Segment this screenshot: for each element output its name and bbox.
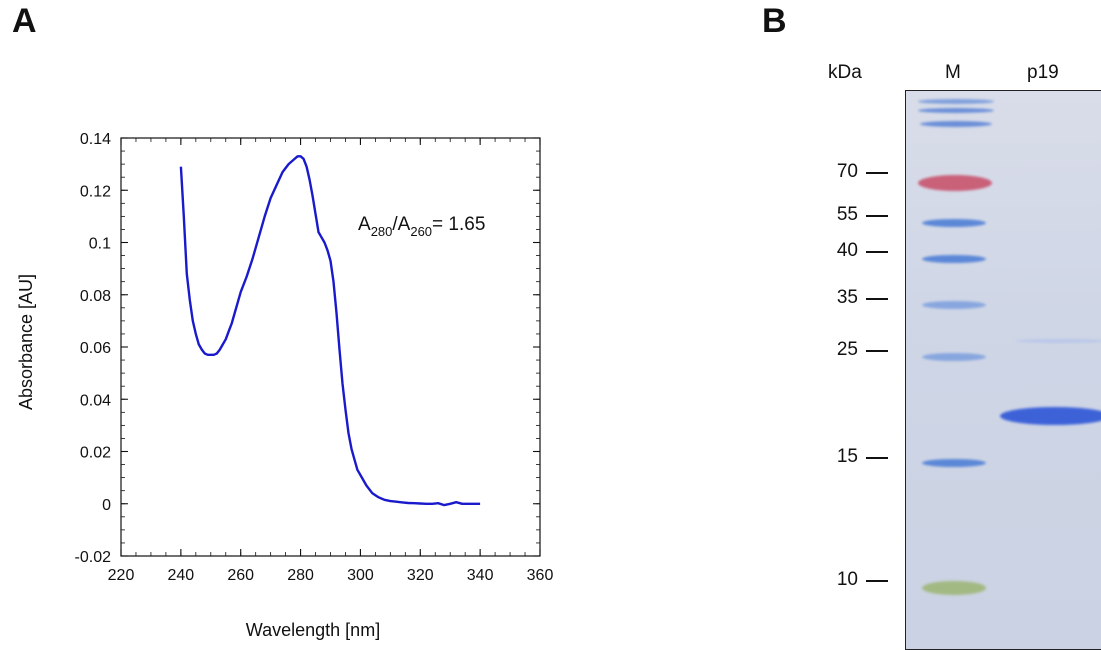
sample-faint-band: [1016, 339, 1101, 343]
y-tick-label: 0.02: [80, 445, 111, 462]
mw-tick-55: [866, 215, 888, 217]
y-tick-label: 0.08: [80, 288, 111, 305]
mw-tick-35: [866, 298, 888, 300]
sample-main-band: [1000, 407, 1101, 425]
mw-label-70: 70: [836, 161, 858, 182]
y-axis-ticks: -0.02 0 0.02 0.04 0.06 0.08 0.1 0.12 0.14: [75, 131, 540, 566]
lane-label-marker: M: [945, 62, 961, 83]
panel-b-label: B: [762, 2, 787, 40]
absorbance-chart: -0.02 0 0.02 0.04 0.06 0.08 0.1 0.12 0.14 220 240…: [16, 131, 554, 640]
mw-label-25: 25: [836, 339, 858, 360]
lane-label-sample: p19: [1027, 62, 1059, 83]
marker-band-55: [922, 219, 986, 227]
x-tick-label: 260: [227, 567, 254, 584]
y-tick-label: -0.02: [75, 549, 112, 566]
y-axis-label: Absorbance [AU]: [16, 274, 36, 410]
x-axis-ticks: 220 240 260 280 300 320 340 360: [108, 138, 554, 584]
mw-tick-70: [866, 172, 888, 174]
mw-tick-15: [866, 457, 888, 459]
ratio-annotation: A280/A260= 1.65: [358, 214, 485, 239]
marker-band-70: [918, 175, 992, 191]
marker-band-25: [922, 353, 986, 361]
mw-label-15: 15: [836, 446, 858, 467]
x-tick-label: 300: [347, 567, 374, 584]
mw-label-10: 10: [836, 569, 858, 590]
marker-top-band: [918, 108, 994, 113]
x-tick-label: 340: [467, 567, 494, 584]
sds-page-gel-panel: kDa M p19 70 55 40 35 25 15 10: [780, 40, 1101, 650]
x-tick-label: 220: [108, 567, 135, 584]
mw-label-55: 55: [836, 204, 858, 225]
marker-band-35: [922, 301, 986, 309]
spectrum-series-line: [179, 155, 481, 507]
mw-tick-10: [866, 580, 888, 582]
y-tick-label: 0: [102, 497, 111, 514]
marker-top-band: [918, 99, 994, 104]
mw-label-40: 40: [836, 240, 858, 261]
marker-band-15: [922, 459, 986, 467]
x-tick-label: 280: [287, 567, 314, 584]
marker-band-40: [922, 255, 986, 263]
gel-image: [905, 90, 1101, 650]
x-tick-label: 240: [168, 567, 195, 584]
marker-band-10: [922, 581, 986, 595]
mw-tick-25: [866, 350, 888, 352]
x-tick-label: 320: [407, 567, 434, 584]
kda-unit-label: kDa: [828, 62, 862, 83]
y-tick-label: 0.1: [89, 236, 111, 253]
y-tick-label: 0.06: [80, 340, 111, 357]
marker-top-band: [920, 121, 992, 127]
y-tick-label: 0.04: [80, 392, 111, 409]
panel-a-label: A: [12, 2, 37, 40]
mw-label-35: 35: [836, 287, 858, 308]
y-tick-label: 0.14: [80, 131, 111, 148]
y-tick-label: 0.12: [80, 183, 111, 200]
mw-tick-40: [866, 251, 888, 253]
x-tick-label: 360: [527, 567, 554, 584]
x-axis-label: Wavelength [nm]: [246, 620, 380, 640]
